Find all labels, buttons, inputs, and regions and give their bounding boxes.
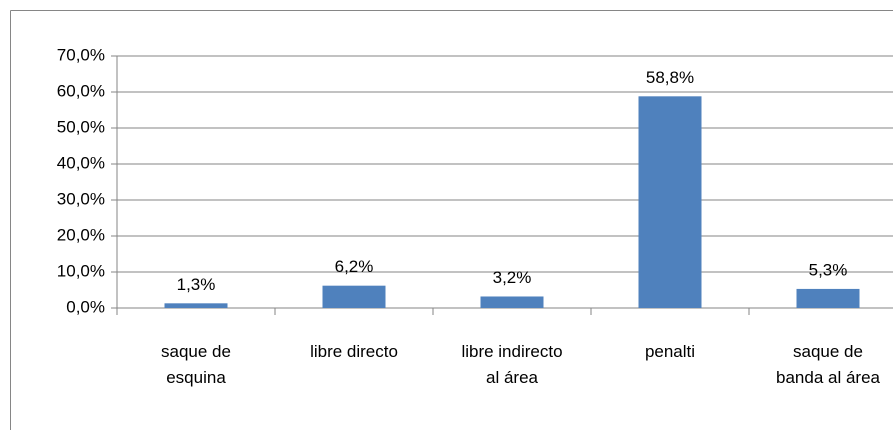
x-tick-label: penalti (644, 342, 696, 361)
x-tick-label: saque de esquina (161, 342, 231, 387)
value-label: 1,3% (177, 275, 216, 294)
bar (638, 96, 702, 308)
value-label: 6,2% (335, 257, 374, 276)
bar (480, 296, 544, 308)
y-tick-label: 10,0% (57, 261, 105, 280)
bar (796, 288, 860, 308)
y-tick-label: 20,0% (57, 225, 105, 244)
y-tick-label: 60,0% (57, 81, 105, 100)
y-tick-label: 30,0% (57, 189, 105, 208)
y-tick-label: 70,0% (57, 45, 105, 64)
x-tick-label: libre indirecto al área (461, 342, 563, 387)
value-label: 5,3% (809, 260, 848, 279)
y-tick-label: 50,0% (57, 117, 105, 136)
y-tick-label: 0,0% (66, 297, 105, 316)
bar (322, 285, 386, 308)
y-tick-label: 40,0% (57, 153, 105, 172)
bar (164, 303, 228, 308)
value-label: 58,8% (646, 68, 694, 87)
x-tick-label: libre directo (310, 342, 398, 361)
value-label: 3,2% (493, 268, 532, 287)
x-tick-label: saque de banda al área (776, 342, 880, 387)
